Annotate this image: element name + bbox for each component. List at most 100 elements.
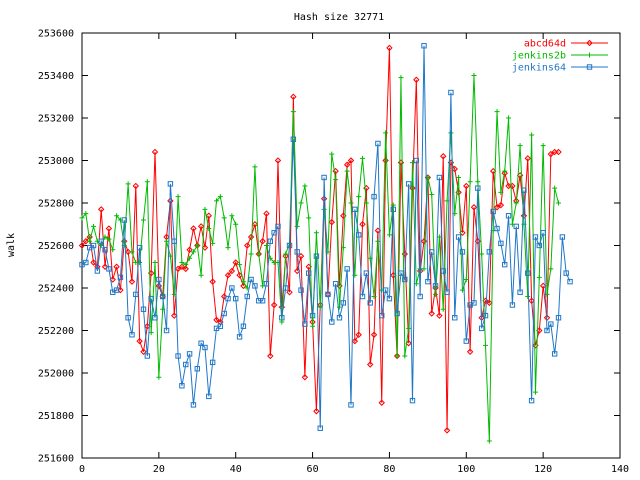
data-point-abcd64d (151, 148, 159, 156)
data-point-abcd64d (220, 293, 228, 300)
data-point-abcd64d (328, 218, 335, 226)
data-point-jenkins2b (383, 130, 389, 136)
data-point-jenkins2b (202, 206, 208, 212)
data-point-jenkins2b (114, 213, 120, 219)
data-point-jenkins2b (87, 238, 93, 244)
data-point-jenkins64 (129, 332, 135, 338)
data-point-jenkins64 (233, 295, 239, 302)
data-point-abcd64d (197, 223, 205, 230)
data-point-jenkins64 (336, 315, 343, 321)
data-point-jenkins2b (356, 194, 362, 200)
data-point-jenkins64 (302, 321, 308, 327)
data-point-abcd64d (378, 399, 385, 406)
data-point-abcd64d (209, 278, 216, 285)
data-point-jenkins2b (456, 175, 462, 180)
data-point-jenkins2b (471, 73, 477, 78)
data-point-jenkins64 (206, 393, 212, 400)
data-point-jenkins64 (229, 285, 235, 291)
data-point-jenkins2b (179, 260, 185, 265)
x-tick-label: 0 (79, 464, 85, 475)
y-tick-label: 252400 (38, 284, 74, 295)
data-point-jenkins2b (360, 155, 366, 161)
data-point-jenkins64 (275, 223, 281, 230)
legend-label-jenkins64: jenkins64 (512, 63, 566, 74)
data-point-abcd64d (409, 184, 416, 192)
data-point-jenkins64 (286, 242, 293, 249)
series-line-jenkins2b (81, 75, 559, 442)
data-point-jenkins2b (552, 185, 558, 191)
data-point-jenkins64 (117, 274, 124, 281)
y-tick-label: 253200 (38, 114, 74, 125)
data-point-abcd64d (497, 201, 505, 209)
data-point-jenkins64 (429, 249, 435, 255)
data-point-abcd64d (167, 197, 174, 205)
data-point-jenkins64 (217, 323, 224, 329)
data-point-abcd64d (270, 301, 278, 309)
data-point-jenkins64 (363, 270, 370, 276)
data-point-jenkins2b (175, 194, 181, 200)
data-point-abcd64d (501, 170, 508, 177)
data-point-jenkins2b (91, 223, 97, 229)
data-point-jenkins64 (186, 351, 193, 357)
data-point-jenkins64 (559, 234, 566, 240)
data-point-abcd64d (98, 206, 105, 213)
data-point-jenkins2b (198, 272, 204, 278)
data-point-jenkins64 (236, 334, 243, 340)
data-point-abcd64d (367, 361, 374, 368)
data-point-jenkins2b (214, 198, 219, 204)
data-point-jenkins64 (548, 321, 554, 327)
data-point-abcd64d (186, 246, 193, 253)
data-point-jenkins64 (240, 323, 247, 329)
data-point-jenkins2b (498, 189, 504, 195)
data-point-jenkins2b (294, 223, 300, 229)
data-point-jenkins64 (198, 340, 204, 346)
data-point-jenkins64 (494, 225, 500, 232)
data-point-jenkins64 (402, 276, 408, 283)
data-point-jenkins64 (113, 287, 120, 293)
data-point-abcd64d (124, 248, 132, 256)
data-point-jenkins64 (90, 242, 97, 249)
data-point-jenkins2b (148, 330, 154, 336)
data-point-jenkins64 (252, 283, 258, 289)
data-point-abcd64d (140, 348, 147, 355)
data-point-jenkins2b (217, 194, 223, 200)
data-point-jenkins64 (313, 253, 320, 259)
data-point-jenkins2b (190, 249, 196, 255)
data-point-abcd64d (493, 204, 501, 211)
data-point-jenkins64 (306, 270, 312, 276)
data-point-abcd64d (436, 312, 443, 319)
data-point-jenkins64 (309, 312, 316, 319)
data-point-jenkins2b (237, 262, 243, 268)
data-point-jenkins64 (171, 238, 177, 244)
data-point-jenkins64 (298, 287, 304, 293)
data-point-jenkins2b (187, 255, 193, 261)
data-point-abcd64d (290, 93, 297, 100)
x-tick-label: 140 (611, 464, 629, 475)
data-point-abcd64d (232, 259, 239, 266)
data-point-jenkins64 (259, 298, 266, 304)
data-point-abcd64d (267, 352, 274, 360)
data-point-jenkins64 (452, 315, 458, 321)
data-point-jenkins64 (486, 249, 493, 255)
data-point-jenkins64 (329, 319, 335, 325)
data-point-jenkins64 (490, 208, 496, 215)
data-point-jenkins64 (540, 230, 546, 236)
data-point-jenkins2b (110, 247, 116, 253)
data-point-jenkins64 (290, 136, 297, 142)
data-point-jenkins64 (532, 234, 539, 240)
data-point-jenkins64 (525, 270, 531, 276)
data-point-abcd64d (224, 272, 232, 279)
data-point-abcd64d (297, 252, 305, 260)
data-point-jenkins2b (540, 143, 546, 149)
data-point-jenkins64 (505, 213, 512, 219)
data-point-jenkins2b (310, 323, 316, 329)
data-point-jenkins64 (221, 310, 227, 317)
data-point-abcd64d (555, 148, 562, 156)
data-point-jenkins64 (263, 281, 270, 287)
data-point-jenkins64 (421, 43, 427, 49)
data-point-jenkins64 (355, 232, 362, 238)
data-point-abcd64d (82, 238, 90, 245)
data-point-jenkins2b (363, 200, 369, 206)
data-point-jenkins64 (244, 293, 250, 300)
